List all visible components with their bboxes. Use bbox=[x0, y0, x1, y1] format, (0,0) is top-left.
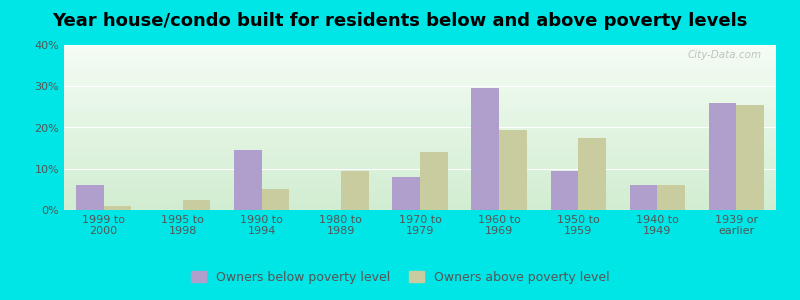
Legend: Owners below poverty level, Owners above poverty level: Owners below poverty level, Owners above… bbox=[187, 267, 613, 288]
Bar bbox=[471, 88, 499, 210]
Bar bbox=[578, 138, 606, 210]
Bar bbox=[341, 171, 369, 210]
Bar bbox=[658, 185, 685, 210]
Bar bbox=[76, 185, 103, 210]
Bar bbox=[709, 103, 737, 210]
Bar bbox=[262, 189, 290, 210]
Bar bbox=[550, 171, 578, 210]
Bar bbox=[420, 152, 448, 210]
Bar bbox=[737, 105, 764, 210]
Bar bbox=[392, 177, 420, 210]
Bar bbox=[103, 206, 131, 210]
Bar bbox=[234, 150, 262, 210]
Bar bbox=[630, 185, 658, 210]
Text: City-Data.com: City-Data.com bbox=[688, 50, 762, 60]
Text: Year house/condo built for residents below and above poverty levels: Year house/condo built for residents bel… bbox=[52, 12, 748, 30]
Bar bbox=[499, 130, 526, 210]
Bar bbox=[182, 200, 210, 210]
